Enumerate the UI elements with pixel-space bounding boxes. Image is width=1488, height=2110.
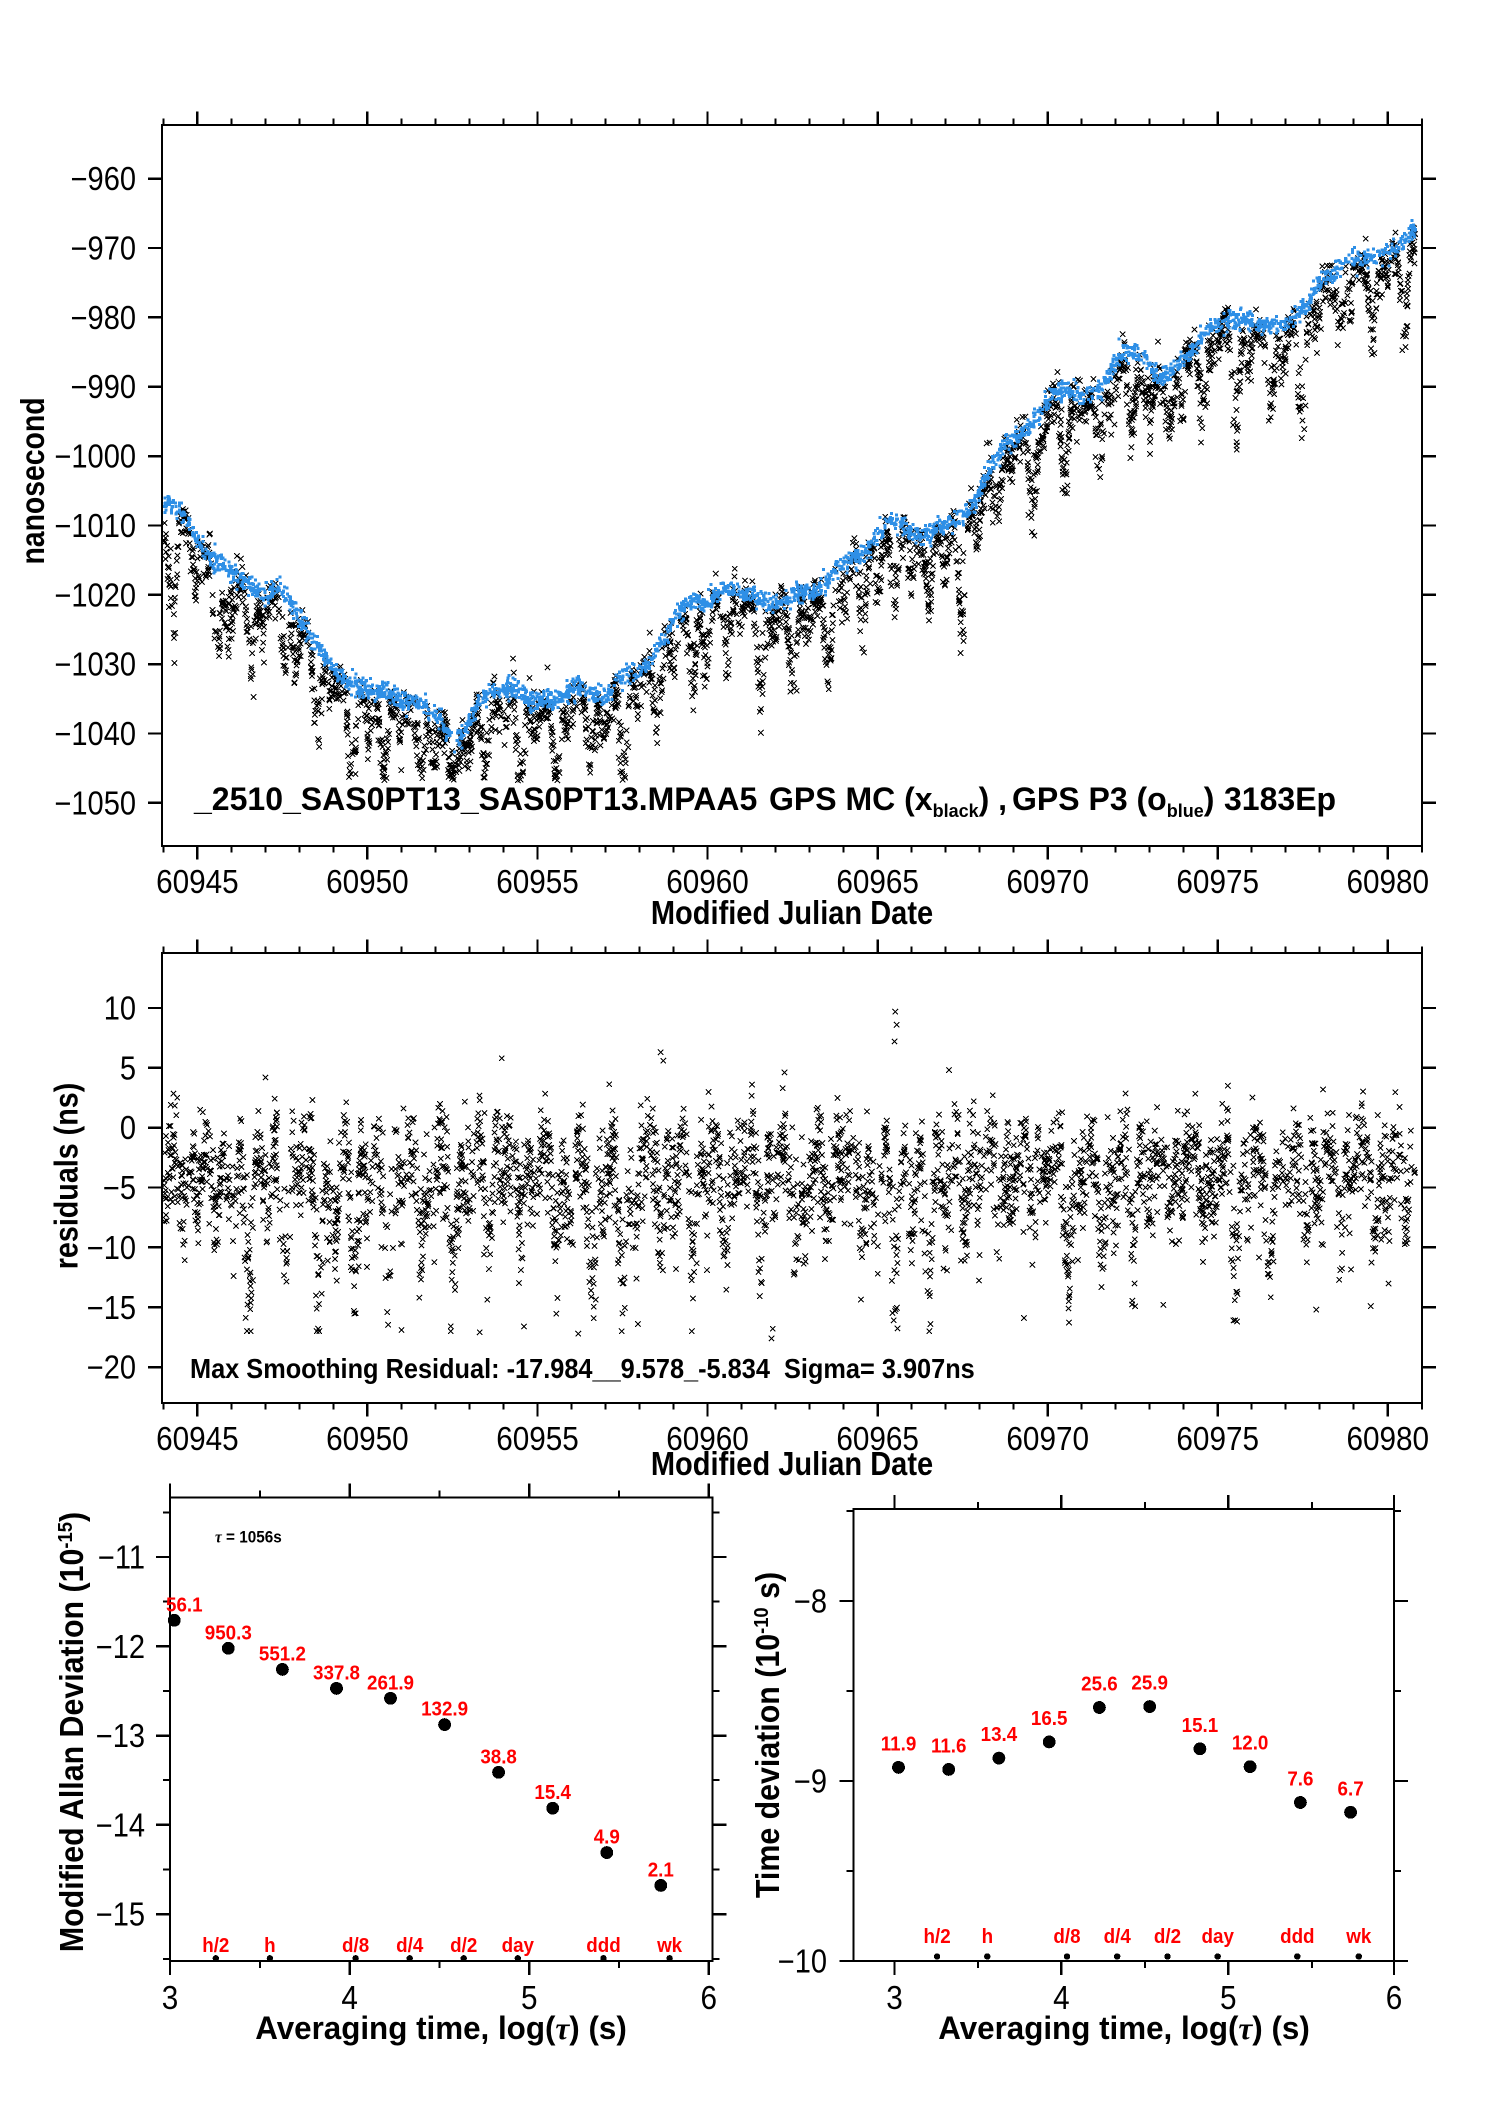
svg-text:Modified Julian Date: Modified Julian Date	[651, 894, 933, 931]
svg-text:−8: −8	[794, 1583, 827, 1620]
svg-text:−10: −10	[778, 1943, 827, 1980]
svg-text:132.9: 132.9	[421, 1698, 468, 1721]
svg-text:11.9: 11.9	[881, 1733, 917, 1756]
svg-text:60960: 60960	[666, 1421, 749, 1458]
svg-text:Averaging time, log(τ) (s): Averaging time, log(τ) (s)	[255, 2010, 627, 2046]
svg-text:6: 6	[701, 1980, 718, 2017]
svg-text:−20: −20	[87, 1349, 136, 1386]
svg-text:h/2: h/2	[924, 1925, 951, 1948]
svg-text:10: 10	[104, 990, 136, 1027]
svg-text:60955: 60955	[496, 864, 579, 901]
svg-text:950.3: 950.3	[205, 1622, 252, 1645]
svg-text:4: 4	[341, 1980, 358, 2017]
svg-text:60960: 60960	[666, 864, 749, 901]
svg-text:60980: 60980	[1347, 864, 1430, 901]
svg-text:13.4: 13.4	[981, 1724, 1018, 1747]
svg-text:−15: −15	[96, 1896, 145, 1933]
svg-text:11.6: 11.6	[931, 1735, 967, 1758]
svg-text:d/8: d/8	[342, 1934, 369, 1957]
svg-text:60970: 60970	[1006, 864, 1089, 901]
svg-text:−1010: −1010	[54, 507, 136, 544]
svg-text:−9: −9	[794, 1763, 827, 1800]
svg-text:d/8: d/8	[1053, 1925, 1080, 1948]
svg-text:Modified Julian Date: Modified Julian Date	[651, 1445, 933, 1482]
svg-text:Averaging time, log(τ) (s): Averaging time, log(τ) (s)	[938, 2010, 1310, 2046]
svg-text:16.5: 16.5	[1031, 1707, 1068, 1730]
svg-text:Max Smoothing Residual: -17.98: Max Smoothing Residual: -17.984__9.578_-…	[190, 1353, 975, 1384]
svg-text:day: day	[502, 1934, 535, 1957]
svg-text:551.2: 551.2	[259, 1643, 306, 1666]
svg-text:−10: −10	[87, 1229, 136, 1266]
svg-text:−970: −970	[71, 230, 136, 267]
svg-text:−980: −980	[71, 299, 136, 336]
svg-text:wk: wk	[1345, 1925, 1371, 1948]
svg-text:60975: 60975	[1176, 864, 1259, 901]
svg-text:25.6: 25.6	[1081, 1673, 1118, 1696]
svg-text:day: day	[1202, 1925, 1235, 1948]
svg-text:−13: −13	[96, 1717, 145, 1754]
svg-text:5: 5	[1220, 1980, 1237, 2017]
svg-text:7.6: 7.6	[1287, 1768, 1313, 1791]
svg-text:ddd: ddd	[1280, 1925, 1314, 1948]
svg-text:d/2: d/2	[450, 1934, 477, 1957]
svg-text:25.9: 25.9	[1131, 1672, 1168, 1695]
svg-text:60950: 60950	[326, 864, 409, 901]
svg-text:−960: −960	[71, 160, 136, 197]
svg-text:wk: wk	[656, 1934, 682, 1957]
svg-text:3: 3	[162, 1980, 179, 2017]
svg-text:2.1: 2.1	[648, 1859, 674, 1882]
svg-text:τ = 1056s: τ = 1056s	[215, 1528, 282, 1547]
svg-text:−1030: −1030	[54, 646, 136, 683]
svg-text:60945: 60945	[156, 864, 239, 901]
svg-text:261.9: 261.9	[367, 1672, 414, 1695]
svg-text:12.0: 12.0	[1232, 1732, 1269, 1755]
svg-text:−11: −11	[98, 1539, 145, 1576]
svg-text:6.7: 6.7	[1338, 1778, 1364, 1801]
svg-text:337.8: 337.8	[313, 1662, 360, 1685]
svg-text:3: 3	[886, 1980, 903, 2017]
svg-text:−5: −5	[103, 1169, 136, 1206]
svg-text:nanosecond: nanosecond	[14, 397, 52, 564]
svg-text:60970: 60970	[1006, 1421, 1089, 1458]
svg-text:−1050: −1050	[54, 785, 136, 822]
svg-text:ddd: ddd	[586, 1934, 620, 1957]
svg-text:60965: 60965	[836, 864, 919, 901]
svg-text:38.8: 38.8	[480, 1746, 517, 1769]
svg-text:4.9: 4.9	[594, 1826, 620, 1849]
svg-text:−15: −15	[87, 1289, 136, 1326]
svg-text:60950: 60950	[326, 1421, 409, 1458]
svg-text:d/2: d/2	[1154, 1925, 1181, 1948]
svg-text:60945: 60945	[156, 1421, 239, 1458]
svg-text:6: 6	[1386, 1980, 1403, 2017]
svg-text:60975: 60975	[1176, 1421, 1259, 1458]
svg-text:−1000: −1000	[54, 438, 136, 475]
svg-text:Modified Allan Deviation (10-1: Modified Allan Deviation (10-15)	[53, 1512, 90, 1952]
svg-text:d/4: d/4	[396, 1934, 423, 1957]
svg-text:15.1: 15.1	[1182, 1714, 1219, 1737]
svg-text:0: 0	[120, 1109, 136, 1146]
svg-text:h: h	[264, 1934, 275, 1957]
svg-text:56.1: 56.1	[166, 1594, 203, 1617]
svg-text:d/4: d/4	[1104, 1925, 1131, 1948]
svg-text:60980: 60980	[1347, 1421, 1430, 1458]
svg-text:−14: −14	[96, 1807, 145, 1844]
svg-text:−1040: −1040	[54, 715, 136, 752]
svg-text:−990: −990	[71, 368, 136, 405]
svg-text:−12: −12	[96, 1628, 145, 1665]
svg-text:h/2: h/2	[202, 1934, 229, 1957]
svg-text:−1020: −1020	[54, 577, 136, 614]
svg-text:residuals (ns): residuals (ns)	[48, 1083, 85, 1270]
svg-text:60965: 60965	[836, 1421, 919, 1458]
svg-text:5: 5	[521, 1980, 538, 2017]
svg-text:60955: 60955	[496, 1421, 579, 1458]
svg-text:h: h	[982, 1925, 993, 1948]
svg-text:4: 4	[1053, 1980, 1070, 2017]
svg-text:5: 5	[120, 1050, 136, 1087]
svg-text:15.4: 15.4	[534, 1782, 571, 1805]
